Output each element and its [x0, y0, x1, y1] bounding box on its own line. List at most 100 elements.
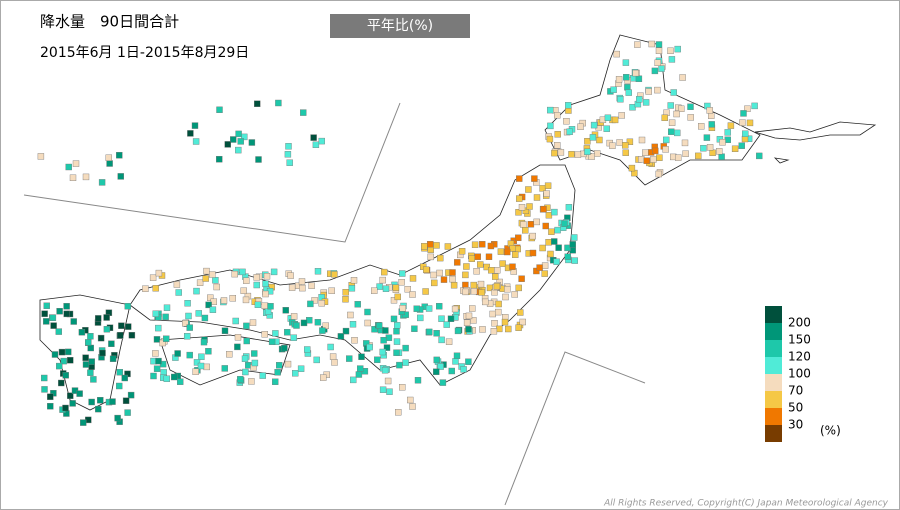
station — [187, 130, 194, 137]
station — [590, 121, 598, 129]
station — [307, 300, 314, 308]
station — [610, 86, 617, 93]
inset-frame — [23, 102, 401, 243]
station — [460, 366, 467, 373]
station — [744, 105, 751, 113]
station — [546, 135, 554, 143]
station — [658, 65, 665, 72]
station — [404, 286, 411, 293]
station — [255, 156, 262, 163]
station — [436, 269, 443, 277]
station — [656, 154, 663, 161]
station — [390, 297, 398, 304]
station — [504, 286, 511, 293]
station — [449, 269, 456, 276]
station — [742, 130, 749, 137]
station — [153, 336, 161, 343]
station — [478, 289, 485, 296]
station — [458, 247, 466, 255]
station — [381, 268, 388, 276]
station — [577, 123, 584, 131]
station — [284, 151, 292, 158]
station — [515, 209, 522, 216]
station — [462, 271, 469, 279]
station — [638, 156, 645, 163]
station — [565, 204, 573, 211]
station — [463, 263, 470, 270]
station — [724, 136, 731, 144]
station — [569, 241, 576, 248]
legend-swatch — [765, 340, 782, 357]
station — [386, 388, 393, 395]
station — [409, 403, 416, 410]
station — [454, 259, 461, 266]
station — [350, 277, 358, 284]
station — [502, 293, 509, 301]
legend-swatch — [765, 408, 782, 425]
station — [706, 107, 713, 114]
station — [152, 285, 159, 292]
station — [342, 289, 349, 296]
station — [193, 359, 201, 366]
station — [564, 244, 571, 252]
station — [88, 398, 95, 406]
station — [433, 368, 440, 375]
station — [422, 288, 429, 295]
station — [64, 348, 72, 356]
station — [50, 322, 57, 329]
station — [251, 359, 259, 367]
station — [468, 255, 475, 263]
station — [616, 139, 623, 146]
station — [254, 301, 262, 308]
station — [548, 228, 555, 235]
station — [727, 122, 735, 129]
station — [43, 302, 50, 309]
station — [318, 300, 325, 307]
station — [209, 306, 217, 313]
station — [517, 309, 524, 316]
station — [350, 376, 357, 384]
station — [477, 261, 484, 268]
station — [489, 310, 496, 318]
station — [293, 322, 300, 329]
station — [116, 151, 123, 159]
legend-label: 200 — [788, 316, 811, 330]
station — [87, 333, 94, 340]
station — [555, 244, 562, 251]
station — [596, 136, 603, 144]
station — [243, 277, 250, 284]
station — [604, 114, 612, 122]
station — [450, 282, 458, 289]
station — [63, 303, 70, 310]
station — [673, 110, 680, 118]
station — [479, 241, 486, 248]
station — [284, 360, 292, 368]
mode-button[interactable] — [330, 14, 470, 38]
station — [382, 327, 389, 334]
station — [371, 287, 378, 294]
station — [515, 284, 522, 292]
station — [444, 243, 452, 250]
station — [155, 357, 162, 365]
station — [545, 238, 552, 246]
station — [515, 324, 522, 331]
station — [709, 149, 716, 157]
station — [162, 335, 170, 342]
station — [515, 234, 522, 242]
station — [393, 328, 400, 335]
station — [445, 338, 453, 345]
mode-button-label[interactable]: 平年比(%) — [367, 18, 433, 34]
station — [224, 141, 232, 148]
station — [118, 322, 125, 329]
station — [564, 253, 571, 260]
station — [205, 348, 212, 355]
station — [739, 119, 746, 126]
station — [351, 337, 358, 344]
station — [67, 392, 74, 399]
station — [163, 375, 171, 382]
station — [392, 284, 400, 291]
station — [622, 59, 630, 66]
station — [487, 242, 495, 250]
period: 2015年6月 1日-2015年8月29日 — [40, 45, 249, 61]
